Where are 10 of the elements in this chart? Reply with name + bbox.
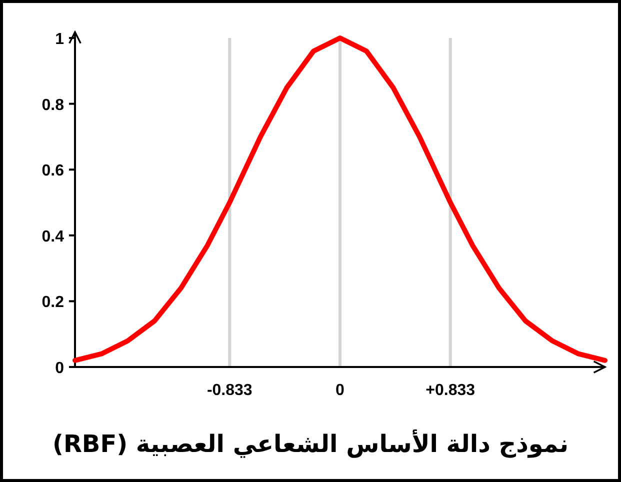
x-tick-label: -0.833 [206, 382, 252, 399]
y-tick-label: 0.8 [42, 96, 64, 114]
y-tick-label: 0.2 [42, 294, 64, 312]
y-tick-label: 0.6 [42, 162, 64, 180]
y-tick-label: 1 [55, 31, 64, 48]
x-tick-label: 0 [336, 382, 345, 399]
text: نموذج دالة الأساس الشعاعي العصبية (RBF) [52, 429, 569, 458]
y-tick-label: 0.4 [42, 228, 64, 246]
x-tick-label: +0.833 [426, 382, 476, 399]
y-tick-label: 0 [55, 360, 64, 377]
